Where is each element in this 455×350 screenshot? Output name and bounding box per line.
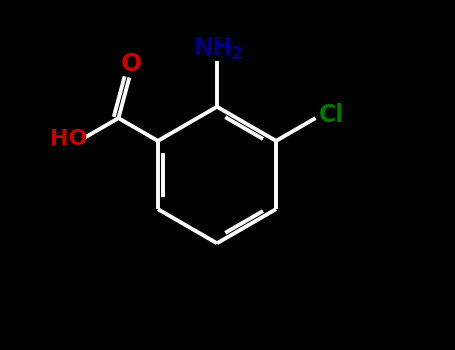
Text: HO: HO xyxy=(50,129,87,149)
Text: 2: 2 xyxy=(230,44,242,63)
Text: O: O xyxy=(121,52,142,76)
Text: Cl: Cl xyxy=(318,103,344,127)
Text: NH: NH xyxy=(194,36,233,60)
